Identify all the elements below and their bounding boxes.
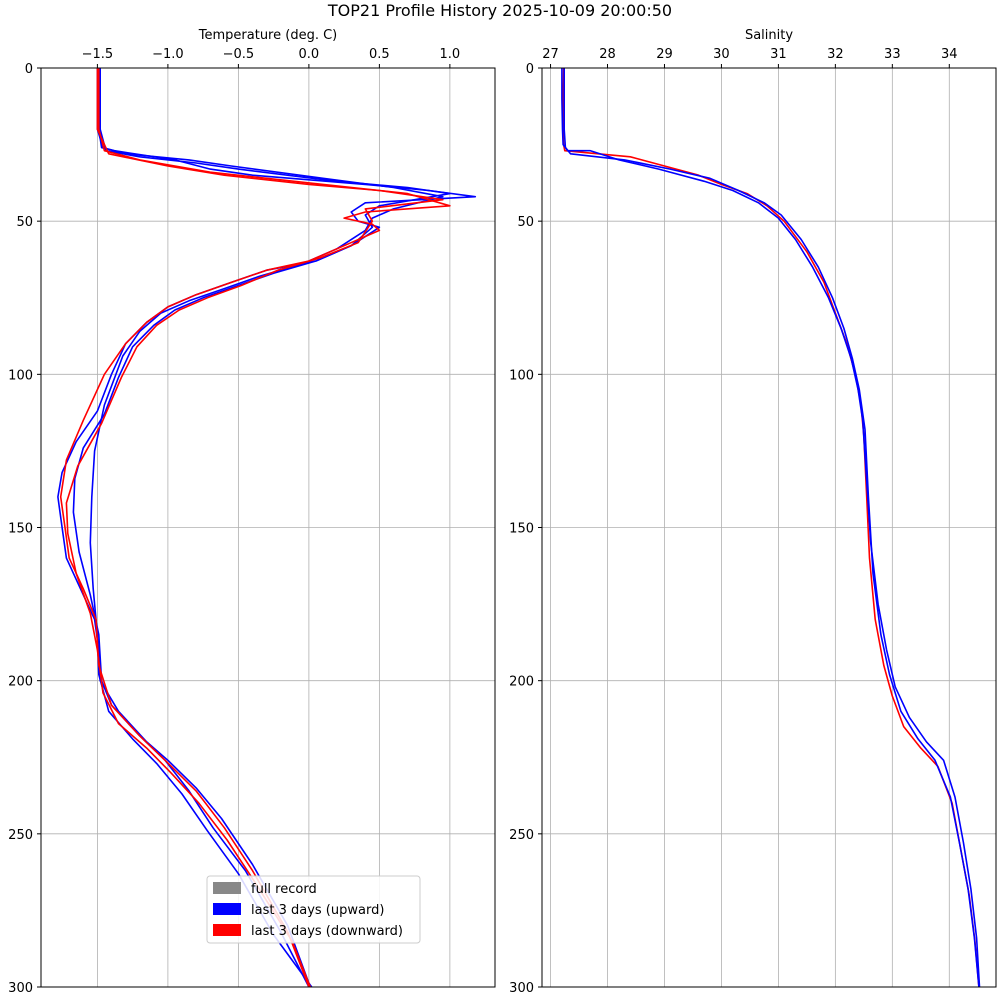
salinity-y-tick-label: 150	[509, 522, 534, 537]
salinity-panel: 27 28 29 30 31 32 33 34 0 50 100 150 200 250 300 Sali…	[509, 28, 997, 996]
salinity-x-tick-label: 33	[884, 47, 901, 62]
temperature-y-tick-label: 250	[8, 828, 33, 843]
temperature-profile-line-5	[65, 68, 444, 988]
salinity-x-axis-label: Salinity	[745, 28, 793, 43]
salinity-x-tick-label: 29	[656, 47, 673, 62]
legend-label-upward: last 3 days (upward)	[251, 903, 384, 918]
temperature-y-tick-label: 50	[16, 215, 33, 230]
salinity-y-tick-label: 0	[526, 62, 534, 77]
temperature-profile-line-4	[59, 68, 451, 988]
legend: full record last 3 days (upward) last 3 …	[206, 875, 421, 944]
salinity-x-tick-label: 28	[599, 47, 616, 62]
salinity-y-tick-label: 50	[517, 215, 534, 230]
salinity-y-tick-label: 200	[509, 675, 534, 690]
salinity-x-tick-label: 32	[827, 47, 844, 62]
temperature-x-tick-label: 0.5	[369, 47, 390, 62]
temperature-x-tick-label: 0.0	[299, 47, 320, 62]
legend-label-downward: last 3 days (downward)	[251, 924, 403, 939]
salinity-x-tick-label: 30	[713, 47, 730, 62]
temperature-series-layer	[57, 68, 477, 988]
temperature-y-ticks: 0 50 100 150 200 250 300	[8, 62, 41, 996]
temperature-profile-line-3	[89, 68, 444, 988]
temperature-x-tick-label: −1.5	[82, 47, 114, 62]
legend-swatch-downward	[213, 924, 241, 936]
temperature-x-axis-label: Temperature (deg. C)	[198, 28, 337, 43]
salinity-profile-line-2	[563, 68, 981, 988]
salinity-profile-line-3	[561, 68, 980, 988]
salinity-x-tick-label: 31	[770, 47, 787, 62]
salinity-y-tick-label: 250	[509, 828, 534, 843]
salinity-series-layer	[561, 67, 981, 988]
salinity-y-ticks: 0 50 100 150 200 250 300	[509, 62, 542, 996]
temperature-x-ticks: −1.5 −1.0 −0.5 0.0 0.5 1.0	[82, 47, 461, 68]
legend-label-full-record: full record	[251, 882, 317, 897]
temperature-x-tick-label: −0.5	[223, 47, 255, 62]
temperature-y-tick-label: 300	[8, 981, 33, 996]
legend-swatch-upward	[213, 903, 241, 915]
salinity-y-tick-label: 100	[509, 368, 534, 383]
legend-frame	[206, 875, 421, 944]
temperature-y-tick-label: 100	[8, 368, 33, 383]
temperature-x-tick-label: 1.0	[440, 47, 461, 62]
salinity-x-tick-label: 27	[542, 47, 559, 62]
temperature-y-tick-label: 200	[8, 675, 33, 690]
temperature-x-tick-label: −1.0	[152, 47, 184, 62]
salinity-x-ticks: 27 28 29 30 31 32 33 34	[542, 47, 958, 68]
salinity-y-tick-label: 300	[509, 981, 534, 996]
legend-swatch-full-record	[213, 882, 241, 894]
temperature-y-tick-label: 0	[25, 62, 33, 77]
salinity-x-tick-label: 34	[941, 47, 958, 62]
temperature-y-tick-label: 150	[8, 522, 33, 537]
figure-title: TOP21 Profile History 2025-10-09 20:00:5…	[327, 1, 672, 20]
temperature-panel: −1.5 −1.0 −0.5 0.0 0.5 1.0 0 50 100 150 200 250 300…	[8, 28, 496, 996]
